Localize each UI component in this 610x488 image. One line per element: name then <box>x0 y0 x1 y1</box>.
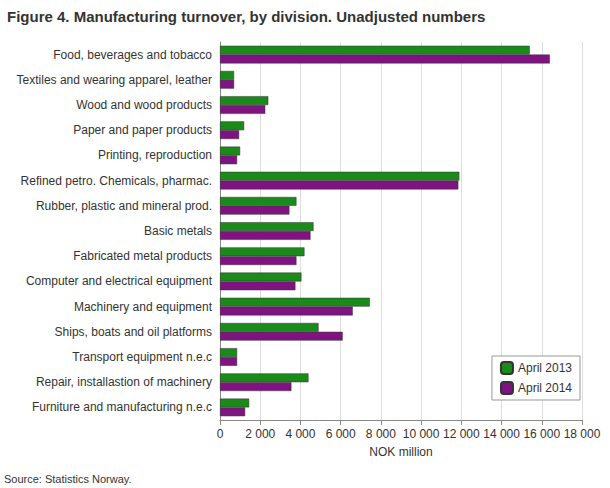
svg-text:12 000: 12 000 <box>443 427 480 441</box>
svg-text:Ships, boats and oil platforms: Ships, boats and oil platforms <box>55 325 212 339</box>
svg-text:Paper and paper products: Paper and paper products <box>73 123 212 137</box>
svg-text:Source: Statistics Norway.: Source: Statistics Norway. <box>4 473 132 485</box>
svg-text:Fabricated metal products: Fabricated metal products <box>73 249 212 263</box>
svg-text:Refined petro. Chemicals, phar: Refined petro. Chemicals, pharmac. <box>21 174 212 188</box>
svg-text:Machinery and equipment: Machinery and equipment <box>74 300 213 314</box>
svg-text:Printing, reproduction: Printing, reproduction <box>98 148 212 162</box>
svg-text:NOK million: NOK million <box>369 445 432 459</box>
svg-text:Rubber, plastic and mineral pr: Rubber, plastic and mineral prod. <box>36 199 212 213</box>
svg-text:6 000: 6 000 <box>326 427 356 441</box>
svg-text:14 000: 14 000 <box>483 427 520 441</box>
svg-text:Computer and electrical equipm: Computer and electrical equipment <box>26 274 213 288</box>
svg-text:4 000: 4 000 <box>285 427 315 441</box>
svg-text:0: 0 <box>217 427 224 441</box>
svg-text:2 000: 2 000 <box>245 427 275 441</box>
svg-text:Repair, installastion of machi: Repair, installastion of machinery <box>36 375 212 389</box>
svg-text:April 2014: April 2014 <box>518 381 572 395</box>
svg-text:Food, beverages and tobacco: Food, beverages and tobacco <box>53 48 212 62</box>
svg-text:Figure 4. Manufacturing turnov: Figure 4. Manufacturing turnover, by div… <box>7 8 485 25</box>
svg-text:Transport equipment n.e.c: Transport equipment n.e.c <box>72 350 212 364</box>
svg-text:10 000: 10 000 <box>403 427 440 441</box>
svg-text:Basic metals: Basic metals <box>144 224 212 238</box>
svg-text:Furniture and manufacturing n.: Furniture and manufacturing n.e.c <box>32 400 212 414</box>
svg-text:Textiles and wearing apparel,: Textiles and wearing apparel, leather <box>17 73 212 87</box>
svg-text:16 000: 16 000 <box>523 427 560 441</box>
svg-text:Wood and wood products: Wood and wood products <box>76 98 212 112</box>
svg-text:April 2013: April 2013 <box>518 361 572 375</box>
svg-text:8 000: 8 000 <box>366 427 396 441</box>
svg-text:18 000: 18 000 <box>564 427 601 441</box>
